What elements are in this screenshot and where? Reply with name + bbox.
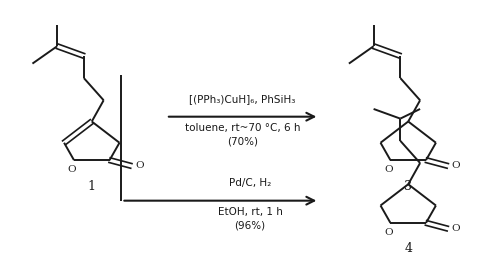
Text: Pd/C, H₂: Pd/C, H₂ xyxy=(229,178,271,188)
Text: O: O xyxy=(135,161,143,170)
Text: [(PPh₃)CuH]₆, PhSiH₃: [(PPh₃)CuH]₆, PhSiH₃ xyxy=(190,94,296,104)
Text: 3: 3 xyxy=(404,180,412,193)
Text: O: O xyxy=(452,224,460,233)
Text: EtOH, rt, 1 h: EtOH, rt, 1 h xyxy=(218,207,282,217)
Text: O: O xyxy=(68,165,76,174)
Text: O: O xyxy=(384,228,393,237)
Text: (70%): (70%) xyxy=(227,137,258,147)
Text: O: O xyxy=(384,165,393,174)
Text: 4: 4 xyxy=(404,242,412,255)
Text: O: O xyxy=(452,161,460,170)
Text: (96%): (96%) xyxy=(234,221,266,231)
Text: toluene, rt~70 °C, 6 h: toluene, rt~70 °C, 6 h xyxy=(185,123,300,133)
Text: 1: 1 xyxy=(88,180,96,193)
